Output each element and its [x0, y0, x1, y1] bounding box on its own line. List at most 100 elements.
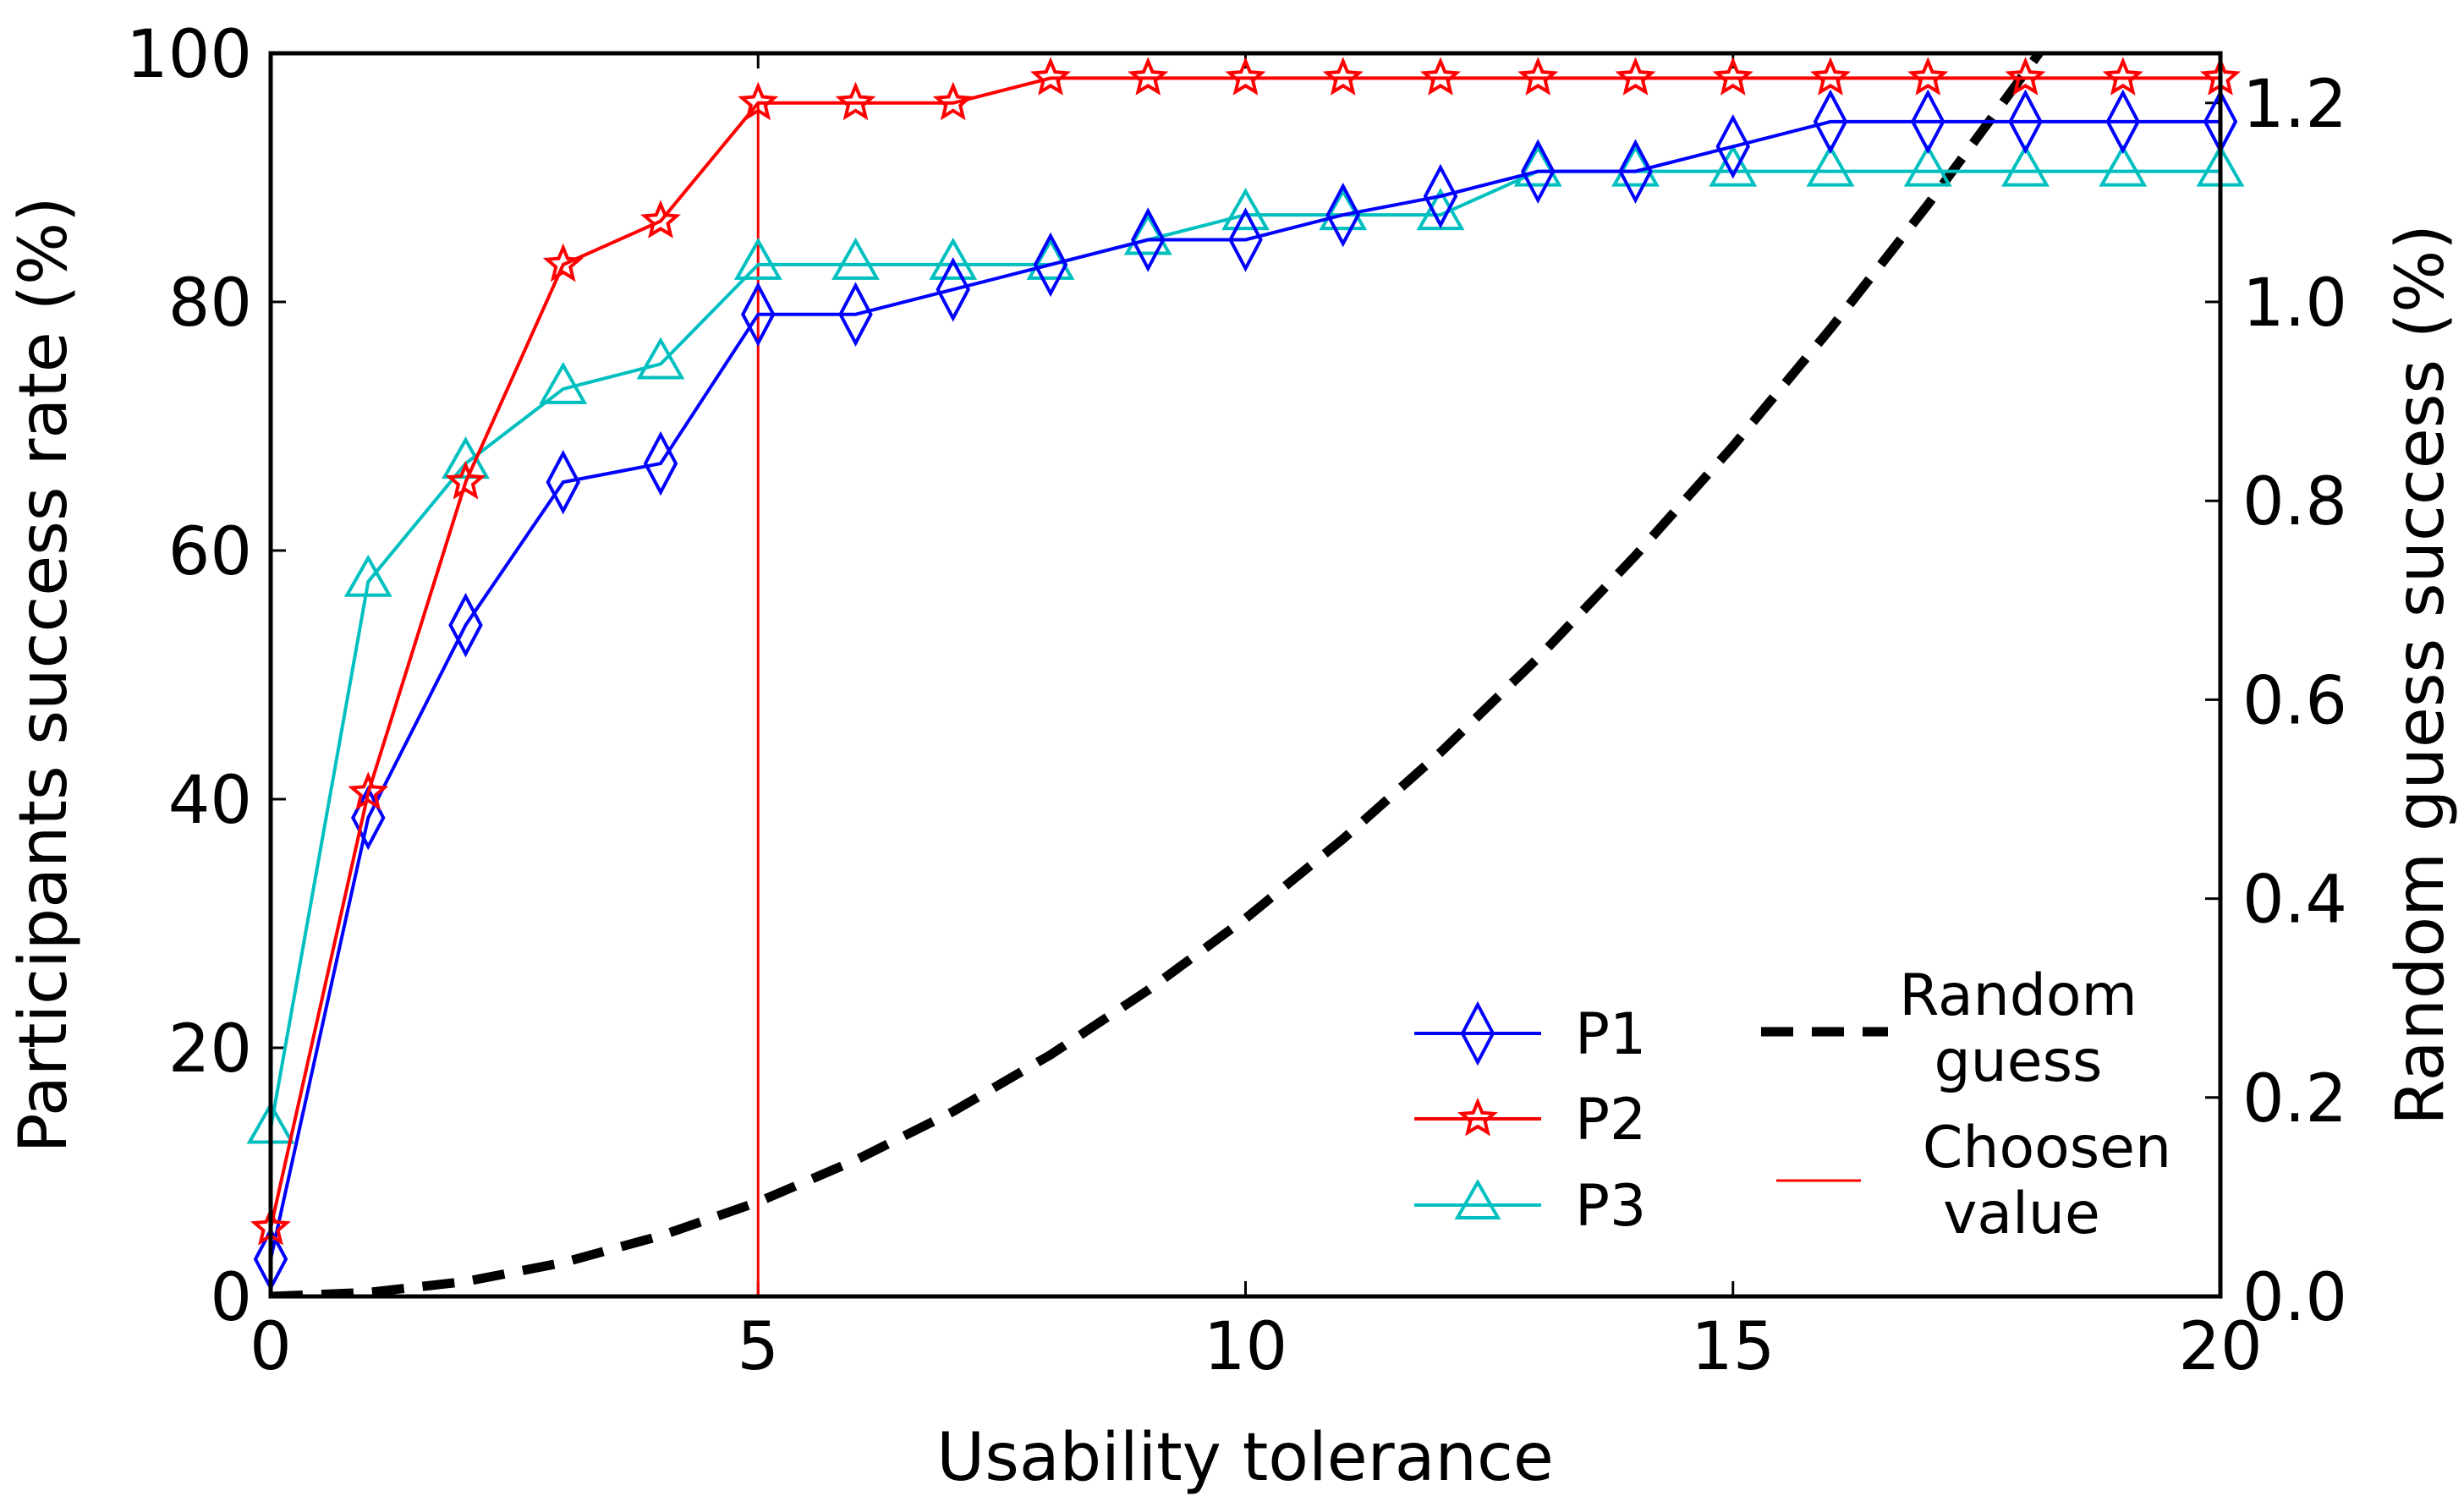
- y2-axis-title: Random guess success (%): [2383, 224, 2459, 1126]
- p3-point: [2099, 144, 2148, 187]
- legend-entry-p2: P2: [1414, 1087, 1646, 1154]
- y2-tick-label: 0.8: [2242, 464, 2347, 540]
- p1-point: [1130, 207, 1166, 272]
- p3-point: [1903, 144, 1952, 187]
- y2-tick-label: 0.6: [2242, 663, 2347, 739]
- legend-p3-marker: [1454, 1178, 1501, 1219]
- legend-chosen-value-label-line1: Choosen: [1923, 1115, 2171, 1181]
- p1-point: [838, 282, 873, 347]
- legend-entry-p3: P3: [1414, 1173, 1646, 1240]
- legend: P1 P2 P3 Random guess Choosen value: [1414, 962, 2171, 1247]
- p2-point: [1615, 57, 1656, 96]
- y-tick-label: 20: [168, 1011, 252, 1088]
- p3-point: [1123, 212, 1172, 255]
- p1-point: [2008, 89, 2043, 155]
- y2-tick-label: 0.2: [2242, 1061, 2347, 1137]
- legend-chosen-value-label-line2: value: [1943, 1181, 2100, 1247]
- y2-tick-label: 1.2: [2242, 67, 2347, 143]
- p3-point: [1611, 144, 1660, 187]
- p2-point: [542, 243, 584, 282]
- p1-point: [2105, 89, 2141, 155]
- x-tick-label: 0: [250, 1309, 292, 1385]
- legend-p1-marker: [1460, 1000, 1495, 1066]
- legend-entry-chosen-value: Choosen value: [1776, 1115, 2171, 1247]
- p3-point: [1319, 188, 1368, 231]
- p1-point: [1325, 182, 1361, 248]
- p3-line: [269, 169, 2220, 1129]
- p2-point: [1225, 57, 1266, 96]
- legend-p2-label: P2: [1575, 1087, 1646, 1154]
- p1-point: [1618, 139, 1653, 204]
- p2-point: [1322, 57, 1364, 96]
- p2-point: [1712, 57, 1753, 96]
- y2-tick-labels: 0.0 0.2 0.4 0.6 0.8 1.0 1.2: [2242, 67, 2347, 1336]
- p3-point: [1513, 144, 1562, 187]
- p2-point: [1517, 57, 1559, 96]
- p2-point: [1030, 57, 1071, 96]
- p1-point: [1423, 163, 1458, 229]
- p1-point: [448, 592, 483, 658]
- p1-point: [1520, 139, 1556, 204]
- y-tick-label: 40: [168, 763, 252, 839]
- y2-tick-label: 1.0: [2242, 266, 2347, 342]
- y2-tick-label: 0.4: [2242, 863, 2347, 939]
- p3-point: [1709, 144, 1758, 187]
- p2-point: [445, 460, 486, 500]
- p2-point: [1128, 57, 1169, 96]
- p2-point: [1907, 57, 1949, 96]
- p3-point: [1221, 188, 1270, 231]
- p2-line: [269, 76, 2220, 1229]
- y-tick-label: 0: [210, 1260, 252, 1336]
- p2-point: [738, 81, 779, 121]
- p2-point: [640, 200, 681, 238]
- legend-p2-marker: [1457, 1097, 1498, 1137]
- p3-point: [1806, 144, 1855, 187]
- p2-point: [2005, 57, 2046, 96]
- legend-random-guess-label-line2: guess: [1934, 1028, 2103, 1095]
- series-p1: [253, 89, 2238, 1292]
- p3-point: [831, 237, 880, 280]
- p3-point: [343, 554, 392, 597]
- p1-point: [1715, 113, 1751, 179]
- p1-point: [936, 257, 971, 322]
- p3-point: [2001, 144, 2050, 187]
- p2-point: [932, 81, 974, 121]
- legend-entry-random-guess: Random guess: [1761, 962, 2137, 1095]
- x-tick-label: 5: [737, 1309, 779, 1385]
- y-tick-label: 100: [126, 17, 252, 93]
- x-tick-label: 15: [1691, 1309, 1775, 1385]
- p3-point: [1026, 237, 1075, 280]
- x-tick-label: 10: [1204, 1309, 1287, 1385]
- p2-point: [1810, 57, 1851, 96]
- p2-point: [1420, 57, 1461, 96]
- legend-entry-p1: P1: [1414, 1000, 1646, 1068]
- data-layer: [246, 53, 2245, 1296]
- p1-point: [1813, 89, 1848, 155]
- legend-random-guess-label-line1: Random: [1899, 962, 2137, 1029]
- p1-point: [546, 449, 581, 515]
- y-tick-label: 80: [168, 266, 252, 342]
- p2-point: [835, 81, 876, 121]
- series-p2: [250, 57, 2241, 1246]
- y2-tick-label: 0.0: [2242, 1260, 2347, 1336]
- p3-point: [636, 337, 685, 380]
- p1-point: [1910, 89, 1945, 155]
- y-axis-title: Participants success rate (%): [6, 196, 82, 1153]
- p1-point: [643, 430, 678, 496]
- p1-line: [269, 119, 2220, 1260]
- p1-point: [1228, 207, 1263, 272]
- legend-p1-label: P1: [1575, 1001, 1646, 1068]
- p3-point: [929, 237, 978, 280]
- y-tick-label: 60: [168, 514, 252, 590]
- y-tick-labels: 0 20 40 60 80 100: [126, 17, 252, 1336]
- p2-point: [2102, 57, 2143, 96]
- p2-point: [348, 771, 389, 811]
- plot-frame: [268, 51, 2223, 1299]
- p3-point: [733, 237, 782, 280]
- x-tick-labels: 0 5 10 15 20: [250, 1309, 2262, 1385]
- p1-point: [1033, 232, 1068, 298]
- x-axis-title: Usability tolerance: [936, 1420, 1554, 1496]
- x-tick-label: 20: [2178, 1309, 2262, 1385]
